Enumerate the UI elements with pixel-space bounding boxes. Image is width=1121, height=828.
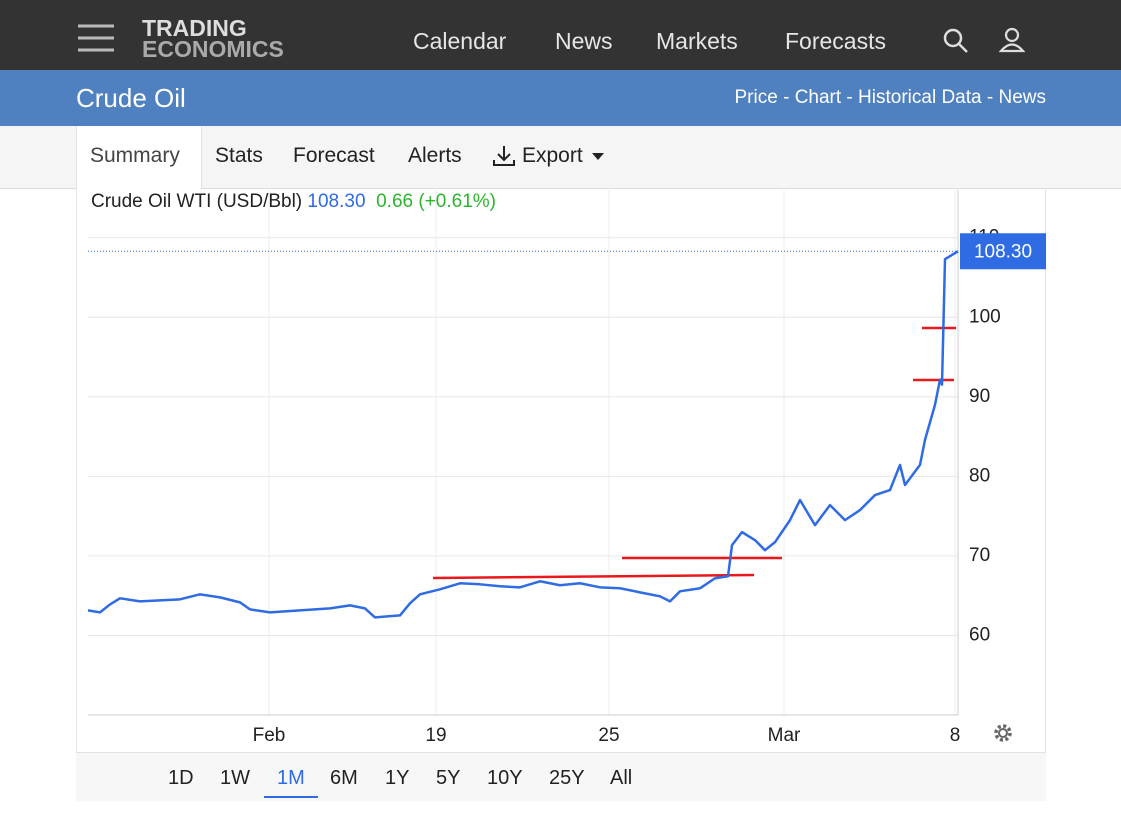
banner-link[interactable]: Historical Data	[858, 87, 982, 108]
price: 108.30	[307, 191, 366, 212]
x-tick-label: 19	[425, 725, 446, 746]
search-icon[interactable]	[942, 27, 970, 55]
logo-top: TRADING	[142, 15, 247, 41]
banner-links: Price - Chart - Historical Data - News	[734, 87, 1047, 108]
export-icon	[493, 146, 515, 166]
range-button[interactable]: 1W	[220, 767, 250, 789]
range-bar	[76, 752, 1046, 801]
range-button[interactable]: 1M	[264, 767, 318, 798]
range-button[interactable]: All	[610, 767, 633, 789]
tab[interactable]: Summary	[90, 144, 180, 167]
range-button[interactable]: 6M	[330, 767, 358, 789]
settings-icon[interactable]	[994, 724, 1012, 742]
user-icon[interactable]	[998, 26, 1026, 54]
logo-bottom: ECONOMICS	[142, 36, 284, 62]
dropdown-caret	[592, 153, 604, 160]
y-tick-label: 90	[969, 386, 990, 407]
tab[interactable]: Export	[522, 144, 583, 167]
banner-link[interactable]: Chart	[794, 87, 842, 108]
x-tick-label: 8	[950, 725, 961, 746]
range-button[interactable]: 10Y	[487, 767, 523, 789]
y-tick-label: 70	[969, 545, 990, 566]
nav-bar: TRADING ECONOMICS Calendar News Markets F…	[0, 0, 1121, 70]
y-tick-label: 80	[969, 465, 990, 486]
active-tab-bg	[76, 126, 202, 189]
banner-title: Crude Oil	[76, 83, 186, 113]
range-button[interactable]: 1D	[168, 767, 194, 789]
nav-link[interactable]: News	[555, 28, 613, 54]
price-line	[87, 250, 959, 619]
range-button[interactable]: 25Y	[549, 767, 585, 789]
x-tick-label: Mar	[768, 725, 801, 746]
nav-link[interactable]: Calendar	[413, 28, 507, 54]
tab[interactable]: Stats	[215, 144, 263, 167]
tab[interactable]: Alerts	[408, 144, 462, 167]
drawn-annotations	[432, 326, 956, 580]
tabs: Summary Stats Forecast Alerts Export	[0, 126, 1121, 189]
range-button[interactable]: 5Y	[436, 767, 461, 789]
banner: Crude Oil Price - Chart - Historical Dat…	[0, 70, 1121, 126]
last-price-label: 108.30	[974, 241, 1032, 262]
chart: 60708090100110Feb1925Mar8108.30	[87, 190, 1046, 746]
range-button[interactable]: 1Y	[385, 767, 410, 789]
x-tick-label: Feb	[253, 725, 286, 746]
y-tick-label: 100	[969, 306, 1001, 327]
banner-link[interactable]: Price	[734, 87, 778, 108]
tab[interactable]: Forecast	[293, 144, 375, 167]
instrument-name: Crude Oil WTI (USD/Bbl)	[91, 191, 303, 212]
nav-link[interactable]: Forecasts	[785, 28, 886, 54]
series-layer: 60708090100110Feb1925Mar8108.30	[87, 190, 1046, 746]
nav-link[interactable]: Markets	[656, 28, 738, 54]
x-tick-label: 25	[598, 725, 619, 746]
last-price-box	[960, 233, 1046, 270]
y-tick-label: 60	[969, 624, 990, 645]
menu-icon[interactable]	[78, 24, 114, 52]
logo[interactable]: TRADING ECONOMICS	[142, 15, 284, 62]
banner-link[interactable]: News	[998, 87, 1046, 108]
